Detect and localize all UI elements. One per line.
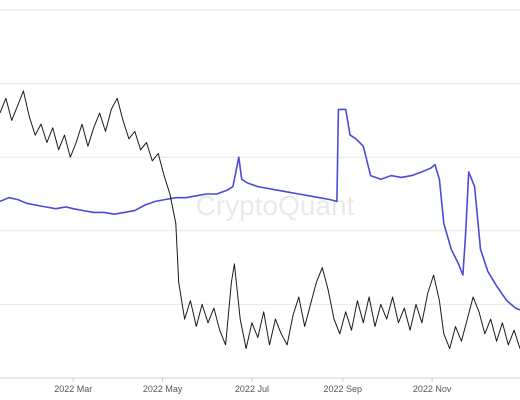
x-tick-label: 2022 Nov (413, 384, 452, 394)
series-line-2 (0, 90, 520, 350)
x-tick-label: 2022 Jul (235, 384, 269, 394)
watermark: CryptoQuant (196, 190, 355, 221)
series-layer (0, 90, 520, 350)
x-tick-label: 2022 Mar (54, 384, 92, 394)
x-tick-label: 2022 May (143, 384, 183, 394)
x-axis: 2022 Mar 2022 May 2022 Jul 2022 Sep 2022 Nov (0, 377, 520, 394)
x-tick-label: 2022 Sep (323, 384, 362, 394)
series-line-1 (0, 108, 520, 311)
gridlines (0, 9, 520, 305)
